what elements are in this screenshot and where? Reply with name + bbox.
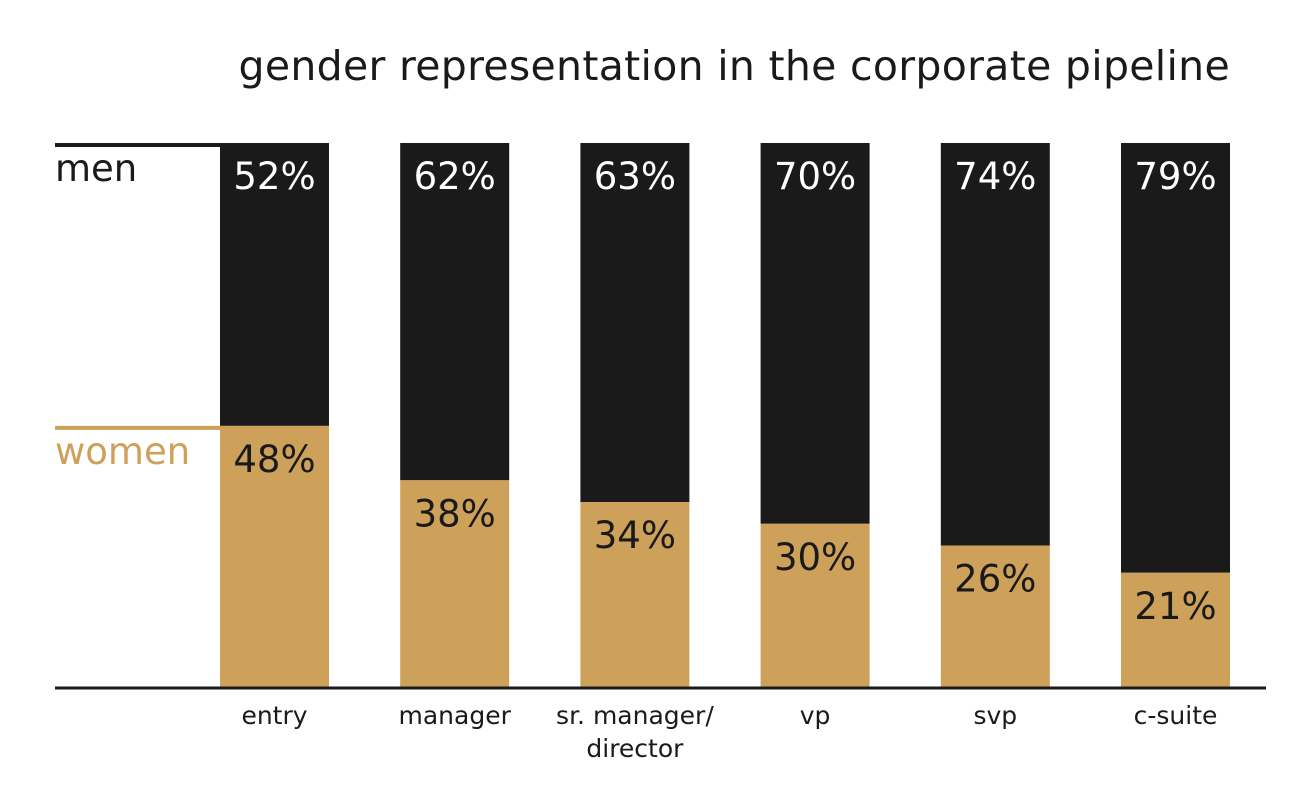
bar-men-1	[400, 143, 510, 481]
bar-men-5	[1121, 143, 1230, 573]
bar-women-3	[760, 523, 870, 687]
bar-label-men-4: 74%	[954, 155, 1036, 198]
bar-women-4	[940, 545, 1050, 687]
bar-label-women-3: 30%	[774, 536, 856, 579]
bar-women-5	[1121, 572, 1230, 687]
legend-women-label: women	[55, 430, 190, 473]
bar-label-women-5: 21%	[1134, 585, 1216, 628]
bar-men-4	[940, 143, 1050, 546]
bar-label-men-2: 63%	[594, 155, 676, 198]
bar-label-women-2: 34%	[594, 514, 676, 557]
x-tick-label-5: c-suite	[1134, 701, 1218, 730]
bar-label-men-1: 62%	[414, 155, 496, 198]
x-tick-label-4: svp	[973, 701, 1017, 730]
bar-label-men-3: 70%	[774, 155, 856, 198]
x-tick-label-3: vp	[800, 701, 831, 730]
bar-label-women-0: 48%	[233, 438, 315, 481]
bar-women-2	[580, 502, 690, 687]
bar-label-men-0: 52%	[233, 155, 315, 198]
bar-men-2	[580, 143, 690, 503]
bar-label-men-5: 79%	[1134, 155, 1216, 198]
x-tick-label-2-1: director	[586, 734, 684, 763]
x-tick-label-2-0: sr. manager/	[556, 701, 714, 730]
bar-label-women-4: 26%	[954, 558, 1036, 601]
x-tick-label-1: manager	[399, 701, 512, 730]
bar-label-women-1: 38%	[414, 492, 496, 535]
bar-men-0	[220, 143, 329, 426]
bar-men-3	[760, 143, 870, 524]
legend-men-label: men	[55, 147, 137, 190]
x-tick-label-0: entry	[241, 701, 307, 730]
chart-title: gender representation in the corporate p…	[238, 42, 1230, 90]
bar-women-1	[400, 480, 510, 687]
bar-women-0	[220, 425, 329, 687]
